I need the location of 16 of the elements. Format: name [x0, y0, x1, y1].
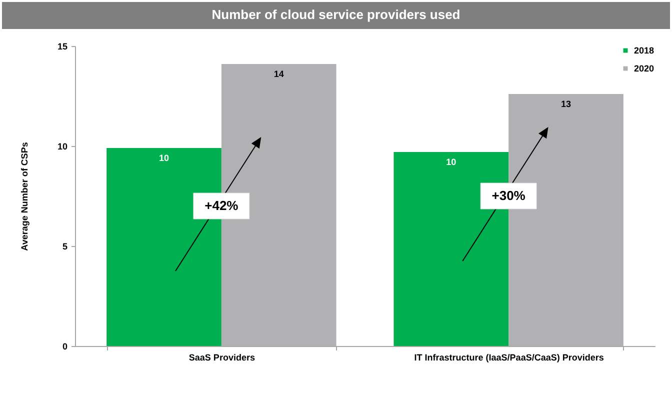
y-axis-title: Average Number of CSPs — [19, 142, 30, 251]
data-label: 14 — [274, 69, 284, 79]
data-label: 10 — [446, 157, 456, 167]
annotation: +30% — [492, 188, 526, 203]
data-label: 10 — [159, 153, 170, 163]
annotation: +42% — [204, 198, 239, 213]
legend-label: 2020 — [634, 64, 654, 74]
chart-title: Number of cloud service providers used — [212, 7, 460, 22]
x-tick-label: IT Infrastructure (IaaS/PaaS/CaaS) Providers — [414, 352, 604, 362]
data-label: 13 — [560, 99, 571, 109]
y-tick-label: 5 — [62, 242, 68, 252]
legend-label: 2018 — [634, 46, 654, 56]
y-tick-label: 15 — [57, 42, 68, 52]
y-tick-label: 10 — [57, 142, 68, 152]
x-tick-label: SaaS Providers — [188, 352, 255, 362]
y-tick-label: 0 — [62, 342, 68, 352]
